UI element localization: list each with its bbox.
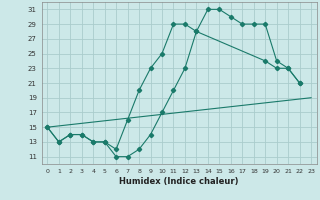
X-axis label: Humidex (Indice chaleur): Humidex (Indice chaleur) (119, 177, 239, 186)
